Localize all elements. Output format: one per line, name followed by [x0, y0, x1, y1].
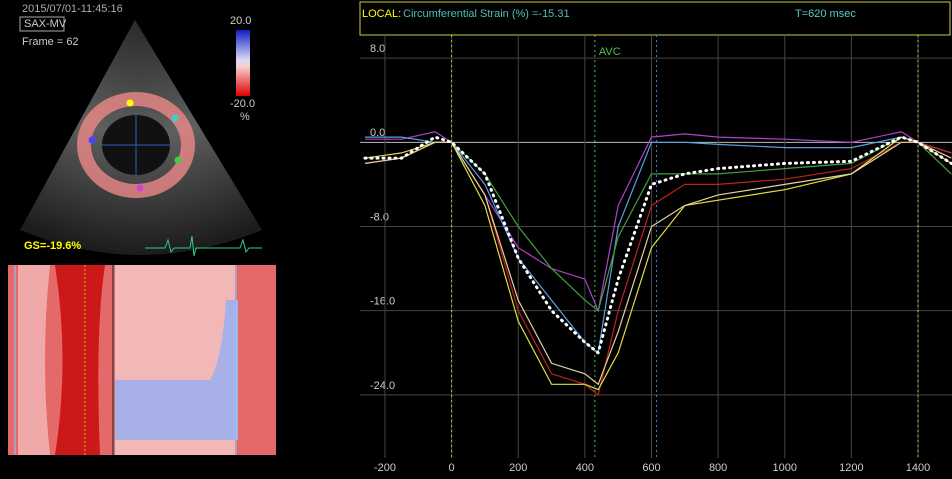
x-tick-label: 1400	[906, 462, 930, 474]
local-label: LOCAL:	[362, 8, 401, 20]
marker-dot	[127, 100, 134, 107]
y-tick-label: -24.0	[370, 380, 395, 392]
x-tick-label: 600	[642, 462, 660, 474]
heatmap	[8, 265, 276, 455]
time-label: T=620 msec	[795, 8, 856, 20]
x-tick-label: 0	[449, 462, 455, 474]
scale-bottom: -20.0	[230, 98, 255, 110]
x-tick-label: 1000	[773, 462, 797, 474]
timestamp: 2015/07/01-11:45:16	[22, 3, 123, 15]
marker-dot	[175, 157, 182, 164]
y-tick-label: -8.0	[370, 211, 389, 223]
scale-unit: %	[240, 111, 250, 123]
heatmap-band	[55, 265, 105, 455]
x-tick-label: 800	[709, 462, 727, 474]
marker-dot	[89, 137, 96, 144]
x-tick-label: 400	[576, 462, 594, 474]
screen: 2015/07/01-11:45:16 SAX-MV Frame = 62 20…	[0, 0, 952, 479]
y-tick-label: -16.0	[370, 296, 395, 308]
view-label: SAX-MV	[24, 18, 67, 30]
x-tick-label: 200	[509, 462, 527, 474]
marker-dot	[172, 115, 179, 122]
marker-dot	[137, 185, 144, 192]
global-strain: GS=-19.6%	[24, 240, 81, 252]
frame-label: Frame = 62	[22, 36, 79, 48]
x-tick-label: -200	[374, 462, 396, 474]
scale-top: 20.0	[230, 15, 251, 27]
x-tick-label: 1200	[839, 462, 863, 474]
measure: Circumferential Strain (%) =-15.31	[403, 8, 570, 20]
color-bar	[236, 30, 250, 96]
event-label: AVC	[599, 46, 621, 58]
y-tick-label: 8.0	[370, 43, 385, 55]
